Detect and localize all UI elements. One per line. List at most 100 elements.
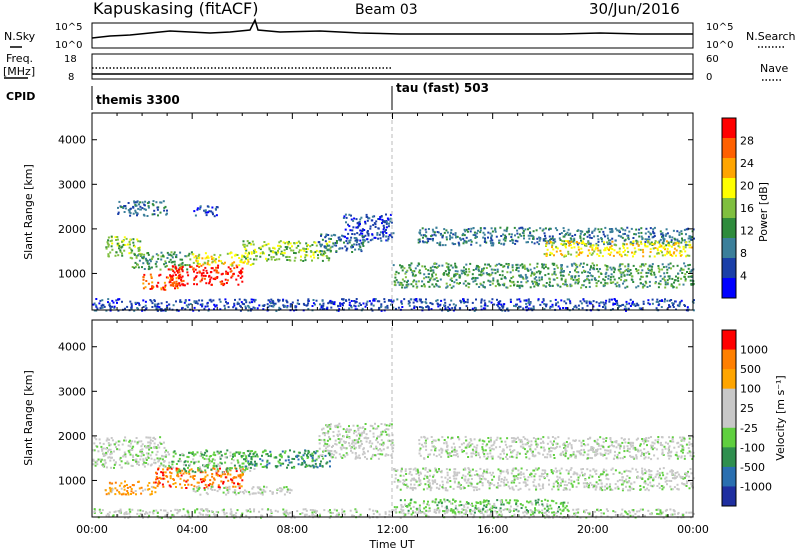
power-panel-pixel — [653, 235, 656, 237]
power-panel-pixel — [640, 275, 643, 278]
power-panel-pixel — [524, 273, 527, 276]
power-panel-pixel — [159, 201, 162, 204]
power-panel-pixel — [551, 241, 554, 244]
power-panel-pixel — [477, 265, 479, 268]
nsky-strip: N.Sky 10^5 10^0 10^5 10^0 N.Search — [4, 17, 796, 51]
velocity-panel-pixel — [579, 474, 582, 477]
velocity-panel-pixel — [251, 492, 254, 495]
velocity-panel-pixel — [130, 490, 133, 493]
power-panel-pixel — [250, 298, 253, 301]
velocity-panel-pixel — [154, 438, 157, 441]
velocity-panel-pixel — [526, 479, 529, 482]
power-panel-pixel — [415, 306, 418, 308]
power-panel-pixel — [688, 243, 691, 246]
power-panel-pixel — [92, 303, 95, 306]
velocity-panel-pixel — [470, 484, 473, 487]
power-panel-pixel — [385, 220, 388, 222]
velocity-panel-pixel — [163, 477, 166, 480]
power-panel-pixel — [609, 278, 612, 281]
power-panel-pixel — [213, 253, 216, 256]
power-panel-pixel — [198, 208, 201, 211]
power-panel-pixel — [284, 246, 287, 248]
power-panel-pixel — [412, 270, 415, 273]
velocity-panel-pixel — [197, 481, 200, 484]
power-panel-pixel — [293, 259, 296, 262]
power-panel-pixel — [648, 238, 651, 241]
power-panel-pixel — [218, 259, 220, 262]
colorbar-tick-label: 4 — [740, 270, 747, 283]
velocity-panel-pixel — [642, 486, 645, 489]
velocity-panel-pixel — [567, 472, 570, 475]
power-panel-pixel — [441, 236, 444, 239]
velocity-panel-pixel — [130, 464, 133, 467]
power-panel-pixel — [600, 273, 603, 275]
power-panel-pixel — [178, 271, 181, 274]
power-panel-pixel — [124, 307, 126, 310]
velocity-panel-pixel — [279, 490, 282, 493]
power-panel-pixel — [527, 298, 530, 301]
velocity-panel-pixel — [524, 485, 527, 488]
power-panel-pixel — [682, 283, 685, 286]
power-panel-pixel — [504, 234, 507, 237]
velocity-panel-pixel — [427, 483, 430, 486]
velocity-panel-pixel — [405, 473, 408, 475]
power-panel-pixel — [150, 287, 153, 290]
velocity-panel-pixel — [341, 457, 344, 459]
velocity-panel-pixel — [209, 455, 212, 457]
power-panel-pixel — [157, 254, 160, 257]
power-panel-pixel — [589, 242, 592, 245]
power-panel-pixel — [670, 284, 673, 287]
power-panel-pixel — [187, 274, 190, 277]
power-panel-pixel — [436, 279, 439, 282]
velocity-panel-pixel — [512, 475, 515, 478]
power-panel-pixel — [355, 298, 358, 300]
power-panel-pixel — [490, 242, 492, 245]
power-panel-pixel — [378, 218, 381, 220]
power-panel-pixel — [159, 268, 162, 271]
power-panel-pixel — [693, 237, 695, 240]
power-panel-pixel — [346, 247, 348, 250]
velocity-panel-pixel — [470, 474, 473, 477]
velocity-panel-pixel — [239, 473, 242, 476]
velocity-panel-pixel — [149, 441, 151, 444]
velocity-panel-pixel — [346, 428, 348, 431]
power-panel-pixel — [166, 304, 169, 307]
power-panel-pixel — [609, 239, 612, 242]
velocity-panel-pixel — [101, 448, 103, 451]
power-panel-pixel — [346, 242, 349, 245]
power-panel-pixel — [669, 305, 672, 308]
velocity-panel-pixel — [124, 480, 126, 483]
power-panel-pixel — [147, 206, 150, 209]
power-panel-pixel — [137, 266, 140, 269]
velocity-panel-pixel — [142, 459, 145, 462]
power-panel-pixel — [123, 211, 126, 213]
velocity-panel-pixel — [276, 492, 278, 495]
power-panel-cell-6 — [242, 240, 332, 262]
power-panel-pixel — [226, 271, 229, 274]
power-panel-pixel — [546, 253, 549, 256]
velocity-panel-pixel — [145, 459, 148, 461]
power-panel-pixel — [144, 286, 147, 289]
velocity-panel-pixel — [185, 464, 187, 467]
velocity-panel-pixel — [187, 470, 190, 473]
velocity-panel-pixel — [211, 488, 214, 491]
power-panel-pixel — [213, 269, 216, 272]
velocity-panel-pixel — [424, 474, 427, 477]
power-panel-pixel — [277, 249, 279, 252]
velocity-panel-pixel — [658, 474, 661, 477]
power-panel-pixel — [444, 244, 447, 247]
power-ylabel: Slant Range [km] — [22, 164, 35, 260]
velocity-panel-pixel — [525, 469, 528, 471]
velocity-panel-pixel — [187, 466, 189, 469]
power-panel-pixel — [333, 301, 336, 304]
power-panel-pixel — [167, 276, 170, 279]
power-panel-pixel — [603, 303, 606, 306]
power-panel-pixel — [268, 304, 271, 307]
velocity-panel-pixel — [169, 475, 172, 478]
power-panel-pixel — [590, 237, 593, 239]
power-panel-pixel — [490, 268, 493, 271]
power-panel-pixel — [380, 309, 383, 312]
power-panel-pixel — [334, 234, 337, 237]
power-panel-pixel — [689, 275, 692, 278]
power-panel-pixel — [157, 257, 160, 260]
